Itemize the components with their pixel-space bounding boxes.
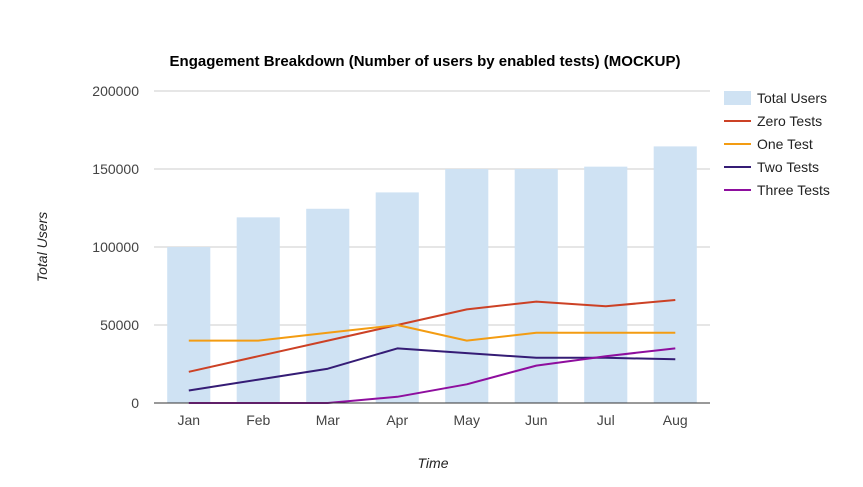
line-one-test [188, 324, 676, 342]
legend-label-one-test: One Test [757, 136, 813, 152]
x-tick-label: Aug [663, 412, 688, 428]
bar-total-users [584, 166, 628, 403]
bar-total-users [306, 208, 350, 403]
bar-total-users [236, 217, 280, 403]
legend: Total Users Zero Tests One Test Two Tests Th… [724, 90, 830, 198]
y-tick-label: 50000 [100, 317, 139, 333]
legend-label-three-tests: Three Tests [757, 182, 830, 198]
x-tick-label: May [454, 412, 480, 428]
x-tick-label: Apr [386, 412, 408, 428]
line-zero-tests [188, 299, 676, 373]
y-axis-title: Total Users [34, 212, 50, 282]
x-tick-label: Mar [316, 412, 340, 428]
bars [167, 146, 697, 403]
x-tick-label: Feb [246, 412, 270, 428]
x-tick-labels: Jan Feb Mar Apr May Jun Jul Aug [177, 412, 687, 428]
bar-total-users [514, 169, 558, 403]
x-tick-label: Jun [525, 412, 548, 428]
y-tick-label: 200000 [92, 83, 139, 99]
legend-label-total-users: Total Users [757, 90, 827, 106]
legend-swatch-total-users [724, 91, 751, 105]
bar-total-users [445, 169, 489, 403]
x-tick-label: Jan [177, 412, 200, 428]
bar-total-users [167, 247, 211, 403]
x-axis-title: Time [418, 455, 449, 471]
y-tick-label: 0 [131, 395, 139, 411]
y-tick-label: 100000 [92, 239, 139, 255]
bar-total-users [375, 192, 419, 403]
y-tick-label: 150000 [92, 161, 139, 177]
chart-title: Engagement Breakdown (Number of users by… [170, 53, 681, 70]
legend-label-two-tests: Two Tests [757, 159, 819, 175]
series-lines [188, 299, 676, 404]
bar-total-users [653, 146, 697, 403]
legend-label-zero-tests: Zero Tests [757, 113, 822, 129]
x-tick-label: Jul [597, 412, 615, 428]
y-tick-labels: 0 50000 100000 150000 200000 [92, 83, 139, 411]
